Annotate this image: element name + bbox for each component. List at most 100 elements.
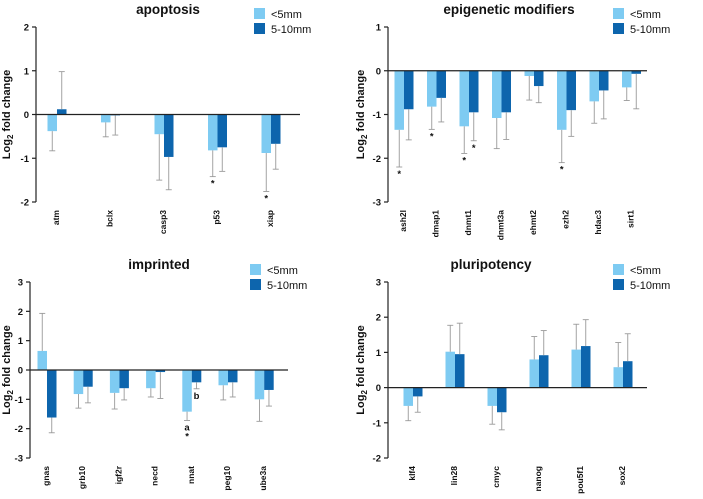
y-tick-label: 1 [376, 23, 382, 34]
bar-sox2-lt5mm [613, 367, 623, 388]
bar-sirt1-lt5mm [622, 70, 632, 88]
y-tick-label: -2 [15, 424, 23, 435]
y-tick-label: 1 [18, 336, 24, 347]
significance-marker: * [560, 165, 564, 176]
bar-nnat-lt5mm [182, 370, 192, 412]
bar-nanog-5-10mm [539, 355, 549, 388]
chart-title: imprinted [128, 257, 190, 272]
legend-swatch-5-10mm [250, 279, 261, 290]
bar-gnas-lt5mm [37, 350, 47, 370]
x-tick-label-grb10: grb10 [77, 466, 87, 489]
bar-casp3-5-10mm [164, 114, 174, 157]
bar-sirt1-5-10mm [631, 70, 641, 74]
chart-epigenetic: epigenetic modifiers <5mm 5-10mm -3 -2 -1 0 1 Lo… [355, 2, 670, 240]
bar-igf2r-lt5mm [109, 370, 120, 393]
x-tick-label-lin28: lin28 [449, 466, 459, 486]
x-tick-label-dnmt3a: dnmt3a [496, 210, 506, 241]
bar-peg10-lt5mm [218, 370, 228, 386]
bar-p53-lt5mm [208, 114, 218, 151]
bar-hdac3-lt5mm [589, 70, 599, 102]
y-tick-label: 3 [18, 278, 23, 289]
x-tick-label-dmap1: dmap1 [431, 210, 441, 238]
legend-label: 5-10mm [267, 280, 307, 292]
chart-apoptosis: apoptosis <5mm 5-10mm -2 -1 0 1 2 Log2 fold chan… [1, 2, 311, 234]
x-tick-label-ezh2: ezh2 [561, 210, 571, 229]
significance-marker: * [397, 169, 401, 180]
x-tick-label-nnat: nnat [186, 466, 196, 484]
y-tick-label: -2 [373, 454, 381, 465]
x-tick-label-atm: atm [51, 210, 61, 226]
legend: <5mm 5-10mm [613, 8, 670, 36]
y-axis-label: Log2 fold change [1, 325, 15, 414]
bar-xiap-lt5mm [261, 114, 271, 153]
bar-dnmt3a-lt5mm [492, 70, 502, 118]
bar-xiap-5-10mm [271, 114, 281, 144]
legend-swatch-lt5mm [613, 8, 624, 19]
legend: <5mm 5-10mm [613, 264, 670, 292]
x-tick-label-casp3: casp3 [158, 210, 168, 234]
bar-ehmt2-5-10mm [534, 70, 544, 87]
significance-marker: * [185, 431, 189, 442]
legend-label: <5mm [630, 265, 661, 277]
x-tick-label-klf4: klf4 [407, 466, 417, 481]
x-tick-label-ehmt2: ehmt2 [528, 210, 538, 235]
significance-marker: a [184, 422, 190, 433]
x-tick-label-ash2l: ash2l [398, 210, 408, 232]
bar-necd-5-10mm [155, 370, 166, 373]
significance-marker: * [211, 179, 215, 190]
legend-label: 5-10mm [271, 24, 311, 36]
bar-cmyc-5-10mm [497, 387, 507, 413]
y-axis-label: Log2 fold change [1, 70, 15, 159]
y-tick-label: -2 [21, 198, 29, 209]
bar-atm-lt5mm [47, 114, 57, 132]
y-tick-label: -1 [373, 418, 382, 429]
x-tick-label-pou5f1: pou5f1 [575, 466, 585, 494]
bar-ash2l-lt5mm [394, 70, 404, 130]
bar-ezh2-lt5mm [557, 70, 567, 130]
bar-lin28-5-10mm [455, 354, 465, 388]
bar-grb10-5-10mm [83, 370, 93, 387]
y-tick-label: 0 [376, 383, 381, 394]
bar-sox2-5-10mm [623, 361, 633, 388]
x-tick-label-ube3a: ube3a [258, 466, 268, 491]
legend-swatch-5-10mm [254, 23, 265, 34]
bar-ezh2-5-10mm [566, 70, 576, 111]
bar-pou5f1-lt5mm [571, 349, 581, 388]
bar-ube3a-5-10mm [264, 370, 274, 390]
legend-swatch-lt5mm [254, 8, 265, 19]
bar-nnat-5-10mm [191, 370, 202, 383]
x-tick-label-p53: p53 [212, 210, 222, 225]
bar-dmap1-lt5mm [427, 70, 437, 107]
legend-swatch-lt5mm [250, 264, 261, 275]
x-tick-label-sox2: sox2 [617, 466, 627, 486]
x-tick-label-cmyc: cmyc [491, 466, 501, 488]
bar-grb10-lt5mm [73, 370, 84, 395]
bar-cmyc-lt5mm [487, 387, 497, 406]
x-tick-label-necd: necd [150, 466, 160, 486]
x-tick-label-nanog: nanog [533, 466, 543, 492]
x-tick-label-dnmt1: dnmt1 [463, 210, 473, 236]
y-tick-label: 0 [376, 66, 381, 77]
y-tick-label: -3 [373, 198, 381, 209]
legend-label: 5-10mm [630, 280, 670, 292]
legend-label: <5mm [271, 9, 302, 21]
y-tick-label: 2 [376, 313, 381, 324]
significance-marker: * [430, 131, 434, 142]
legend-label: 5-10mm [630, 24, 670, 36]
bar-casp3-lt5mm [154, 114, 164, 135]
legend-swatch-5-10mm [613, 23, 624, 34]
significance-marker: b [194, 391, 200, 402]
y-tick-label: 2 [18, 307, 23, 318]
legend: <5mm 5-10mm [254, 8, 311, 36]
chart-title: epigenetic modifiers [443, 2, 574, 17]
y-tick-label: 1 [24, 66, 30, 77]
bar-dnmt1-lt5mm [459, 70, 469, 127]
legend-swatch-lt5mm [613, 264, 624, 275]
bar-nanog-lt5mm [529, 359, 539, 388]
y-tick-label: 3 [376, 278, 381, 289]
x-tick-label-gnas: gnas [41, 466, 51, 486]
chart-imprinted: imprinted <5mm 5-10mm -3 -2 -1 0 1 2 3 Log2 fold c… [1, 257, 307, 491]
bar-p53-5-10mm [217, 114, 227, 148]
x-tick-label-bclx: bclx [105, 210, 115, 227]
x-tick-label-peg10: peg10 [222, 466, 232, 491]
